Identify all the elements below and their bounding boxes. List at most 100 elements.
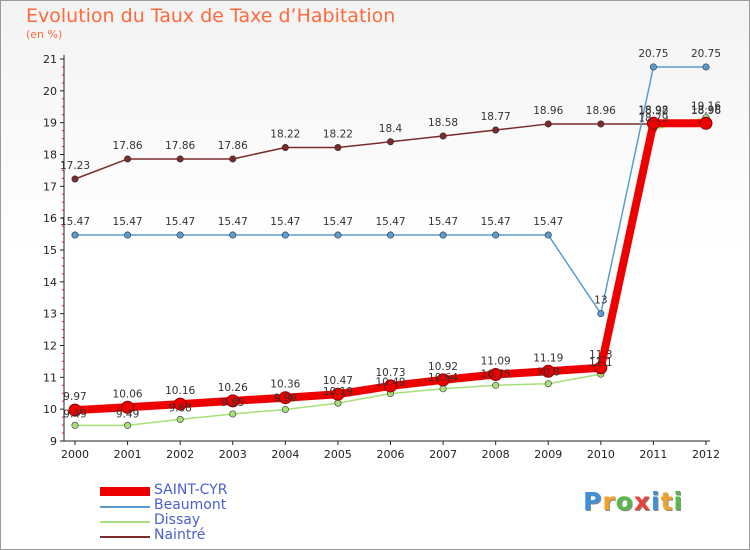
data-label-beaumont: 20.75 [638,48,668,60]
data-point-dissay [439,385,447,393]
chart-title: Evolution du Taux de Taxe d’Habitation [26,5,396,27]
y-tick-label: 12 [43,340,57,353]
data-label-beaumont: 15.47 [60,216,90,228]
data-point-naintr [281,143,289,151]
data-point-beaumont [281,231,289,239]
data-label-saint-cyr: 18.98 [691,104,721,116]
data-label-naintr: 18.96 [586,105,616,117]
x-tick-label: 2010 [587,448,615,461]
data-point-dissay [71,421,79,429]
data-label-beaumont: 15.47 [533,216,563,228]
x-tick-label: 2002 [166,448,194,461]
data-label-saint-cyr: 10.47 [323,375,353,387]
data-label-beaumont: 15.47 [428,216,458,228]
chart-subtitle: (en %) [26,28,63,41]
data-label-saint-cyr: 10.16 [165,385,195,397]
proxiti-logo: Proxiti [583,487,683,516]
x-tick-label: 2009 [534,448,562,461]
data-point-saint-cyr [594,361,608,375]
data-label-beaumont: 20.75 [691,48,721,60]
data-point-beaumont [439,231,447,239]
y-tick-label: 20 [43,85,57,98]
legend-swatch-dissay [100,521,150,523]
data-label-dissay: 10.75 [481,368,511,380]
x-tick-label: 2006 [377,448,405,461]
data-point-dissay [334,399,342,407]
data-point-beaumont [544,231,552,239]
data-label-saint-cyr: 10.36 [270,379,300,391]
data-label-saint-cyr: 10.73 [375,367,405,379]
data-label-naintr: 18.22 [323,128,353,140]
data-point-naintr [176,155,184,163]
x-tick-label: 2005 [324,448,352,461]
y-tick-label: 19 [43,117,57,130]
y-tick-label: 15 [43,244,57,257]
data-point-naintr [229,155,237,163]
logo-letter: x [633,487,651,516]
data-point-naintr [439,132,447,140]
data-point-saint-cyr [121,400,135,414]
data-label-dissay: 10.64 [428,372,458,384]
x-tick-label: 2001 [114,448,142,461]
data-point-saint-cyr [226,394,240,408]
data-point-naintr [71,175,79,183]
data-label-saint-cyr: 18.98 [638,104,668,116]
data-point-beaumont [649,63,657,71]
data-label-dissay: 10.49 [375,377,405,389]
data-label-saint-cyr: 10.26 [218,382,248,394]
data-label-dissay: 9.49 [63,408,86,420]
data-point-naintr [544,120,552,128]
y-tick-label: 10 [43,403,57,416]
data-point-naintr [124,155,132,163]
y-tick-label: 13 [43,308,57,321]
data-point-beaumont [176,231,184,239]
data-label-beaumont: 15.47 [270,216,300,228]
data-label-naintr: 17.86 [218,140,248,152]
data-point-saint-cyr [173,397,187,411]
y-tick-label: 14 [43,276,57,289]
data-label-saint-cyr: 10.06 [113,388,143,400]
x-tick-label: 2000 [61,448,89,461]
data-label-beaumont: 15.47 [218,216,248,228]
data-point-beaumont [229,231,237,239]
y-tick-label: 18 [43,149,57,162]
data-point-saint-cyr [489,367,503,381]
legend-swatch-saint-cyr [100,487,150,496]
data-label-saint-cyr: 11.3 [589,349,612,361]
data-label-dissay: 9.85 [221,397,244,409]
data-point-dissay [544,380,552,388]
x-tick-label: 2007 [429,448,457,461]
data-label-beaumont: 15.47 [481,216,511,228]
data-point-saint-cyr [646,116,660,130]
data-label-naintr: 18.96 [533,105,563,117]
x-tick-label: 2008 [482,448,510,461]
data-point-saint-cyr [331,387,345,401]
data-label-beaumont: 15.47 [323,216,353,228]
logo-letter: i [651,487,661,516]
data-point-saint-cyr [384,379,397,393]
legend-label-beaumont: Beaumont [154,497,227,513]
data-point-naintr [492,126,500,134]
data-label-naintr: 18.4 [379,123,403,135]
data-point-saint-cyr [541,364,555,378]
legend-swatch-beaumont [100,506,150,508]
y-tick-label: 17 [43,180,57,193]
data-point-beaumont [702,63,710,71]
data-label-naintr: 17.86 [165,140,195,152]
legend-label-naintre: Naintré [154,527,206,543]
data-point-saint-cyr [699,116,713,130]
y-tick-label: 11 [43,371,57,384]
data-label-naintr: 18.58 [428,117,458,129]
data-label-beaumont: 15.47 [165,216,195,228]
data-point-beaumont [597,310,605,318]
data-point-beaumont [492,231,500,239]
data-point-dissay [229,410,237,418]
data-point-saint-cyr [278,391,292,405]
data-label-dissay: 18.79 [638,112,668,124]
data-point-beaumont [71,231,79,239]
data-label-dissay: 9.49 [116,408,139,420]
y-tick-label: 16 [43,212,57,225]
data-point-dissay [492,381,500,389]
